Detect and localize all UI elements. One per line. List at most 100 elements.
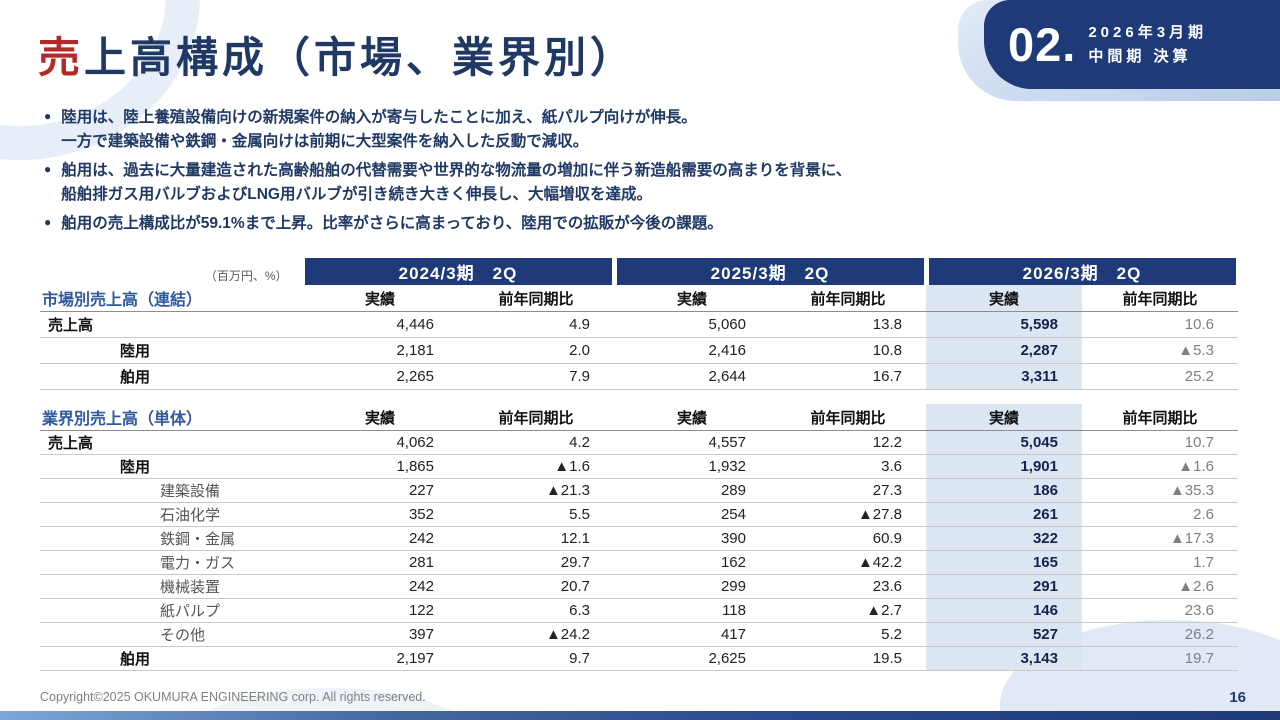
value-cell: 527: [926, 622, 1082, 647]
value-cell: ▲27.8: [770, 502, 926, 527]
row-label: 売上高: [40, 430, 302, 455]
value-cell: 4.9: [458, 311, 614, 338]
column-header: 実績: [614, 285, 770, 312]
column-header: 実績: [302, 404, 458, 431]
column-header: 前年同期比: [1082, 404, 1238, 431]
value-cell: 242: [302, 526, 458, 551]
unit-label: （百万円、%）: [204, 269, 288, 283]
value-cell: 186: [926, 478, 1082, 503]
value-cell: 3.6: [770, 454, 926, 479]
value-cell: 2,265: [302, 363, 458, 390]
title-rest: 上高構成（市場、業界別）: [84, 34, 637, 81]
table-row: 舶用 2,197 9.7 2,625 19.5 3,143 19.7: [40, 646, 1238, 671]
industry-sales-table: 業界別売上高（単体） 実績 前年同期比 実績 前年同期比 実績 前年同期比 売上高 4,062 4…: [40, 404, 1238, 671]
column-header-row: 市場別売上高（連結） 実績 前年同期比 実績 前年同期比 実績 前年同期比: [40, 285, 1238, 312]
value-cell: 2.6: [1082, 502, 1238, 527]
value-cell: 165: [926, 550, 1082, 575]
value-cell: 5,060: [614, 311, 770, 338]
column-header: 前年同期比: [458, 404, 614, 431]
period-header-2: 2025/3期 2Q: [611, 258, 929, 285]
value-cell: 352: [302, 502, 458, 527]
value-cell: 4.2: [458, 430, 614, 455]
bullet-item-1: ● 陸用は、陸上養殖設備向けの新規案件の納入が寄与したことに加え、紙パルプ向けが伸…: [44, 106, 851, 154]
value-cell: 1,865: [302, 454, 458, 479]
value-cell: 2,287: [926, 337, 1082, 364]
section-badge: 02. 2026年3月期 中間期 決算: [984, 0, 1280, 89]
column-header: 前年同期比: [770, 404, 926, 431]
value-cell: 1,901: [926, 454, 1082, 479]
market-sales-table: （百万円、%） 2024/3期 2Q 2025/3期 2Q 2026/3期 2Q 市場別…: [40, 258, 1241, 390]
row-label: 建築設備: [40, 478, 302, 503]
badge-line2: 中間期 決算: [1088, 47, 1192, 65]
badge-text: 2026年3月期 中間期 決算: [1088, 21, 1207, 69]
period-header-row: （百万円、%） 2024/3期 2Q 2025/3期 2Q 2026/3期 2Q: [40, 258, 1241, 285]
value-cell: 3,143: [926, 646, 1082, 671]
value-cell: 13.8: [770, 311, 926, 338]
value-cell: 23.6: [770, 574, 926, 599]
value-cell: ▲1.6: [1082, 454, 1238, 479]
table-row: 売上高 4,446 4.9 5,060 13.8 5,598 10.6: [40, 311, 1238, 338]
table-row: 建築設備 227 ▲21.3 289 27.3 186 ▲35.3: [40, 478, 1238, 503]
value-cell: 16.7: [770, 363, 926, 390]
bullet-text: 陸用は、陸上養殖設備向けの新規案件の納入が寄与したことに加え、紙パルプ向けが伸長…: [61, 109, 697, 151]
value-cell: 27.3: [770, 478, 926, 503]
value-cell: 29.7: [458, 550, 614, 575]
value-cell: 12.2: [770, 430, 926, 455]
value-cell: 5,598: [926, 311, 1082, 338]
value-cell: 9.7: [458, 646, 614, 671]
row-label: 電力・ガス: [40, 550, 302, 575]
value-cell: 2.0: [458, 337, 614, 364]
value-cell: 162: [614, 550, 770, 575]
value-cell: ▲35.3: [1082, 478, 1238, 503]
value-cell: 291: [926, 574, 1082, 599]
column-header: 前年同期比: [1082, 285, 1238, 312]
section-title-1: 市場別売上高（連結）: [40, 285, 302, 312]
bullet-text: 舶用は、過去に大量建造された高齢船舶の代替需要や世界的な物流量の増加に伴う新造船…: [61, 162, 852, 204]
value-cell: 322: [926, 526, 1082, 551]
column-header: 前年同期比: [770, 285, 926, 312]
value-cell: ▲42.2: [770, 550, 926, 575]
value-cell: 7.9: [458, 363, 614, 390]
table-row: 陸用 2,181 2.0 2,416 10.8 2,287 ▲5.3: [40, 337, 1238, 364]
bottom-gradient-bar: [0, 711, 1280, 720]
value-cell: ▲17.3: [1082, 526, 1238, 551]
column-header: 実績: [926, 285, 1082, 312]
value-cell: 2,416: [614, 337, 770, 364]
table-row: 電力・ガス 281 29.7 162 ▲42.2 165 1.7: [40, 550, 1238, 575]
value-cell: 25.2: [1082, 363, 1238, 390]
bullet-text: 舶用の売上構成比が59.1%まで上昇。比率がさらに高まっており、陸用での拡販が今…: [61, 215, 723, 233]
value-cell: 12.1: [458, 526, 614, 551]
table-row: 売上高 4,062 4.2 4,557 12.2 5,045 10.7: [40, 430, 1238, 455]
value-cell: 4,446: [302, 311, 458, 338]
value-cell: 2,181: [302, 337, 458, 364]
value-cell: 2,625: [614, 646, 770, 671]
value-cell: ▲2.6: [1082, 574, 1238, 599]
value-cell: 281: [302, 550, 458, 575]
page-number: 16: [1229, 689, 1246, 706]
row-label: 舶用: [40, 646, 302, 671]
table-row: 鉄鋼・金属 242 12.1 390 60.9 322 ▲17.3: [40, 526, 1238, 551]
row-label: 陸用: [40, 454, 302, 479]
value-cell: 19.7: [1082, 646, 1238, 671]
value-cell: 26.2: [1082, 622, 1238, 647]
value-cell: 4,062: [302, 430, 458, 455]
table-row: その他 397 ▲24.2 417 5.2 527 26.2: [40, 622, 1238, 647]
period-header-1: 2024/3期 2Q: [299, 258, 617, 285]
value-cell: 397: [302, 622, 458, 647]
sales-tables-area: （百万円、%） 2024/3期 2Q 2025/3期 2Q 2026/3期 2Q 市場別…: [40, 258, 1241, 671]
row-label: 石油化学: [40, 502, 302, 527]
value-cell: 3,311: [926, 363, 1082, 390]
table-row: 石油化学 352 5.5 254 ▲27.8 261 2.6: [40, 502, 1238, 527]
value-cell: 5.2: [770, 622, 926, 647]
row-label: 陸用: [40, 337, 302, 364]
title-first-char: 売: [38, 34, 85, 81]
row-label: 鉄鋼・金属: [40, 526, 302, 551]
bullet-item-3: ● 舶用の売上構成比が59.1%まで上昇。比率がさらに高まっており、陸用での拡販が…: [44, 212, 851, 236]
value-cell: 6.3: [458, 598, 614, 623]
bullet-dot-icon: ●: [44, 109, 52, 123]
value-cell: ▲2.7: [770, 598, 926, 623]
row-label: 機械装置: [40, 574, 302, 599]
column-header-row: 業界別売上高（単体） 実績 前年同期比 実績 前年同期比 実績 前年同期比: [40, 404, 1238, 431]
column-header: 実績: [926, 404, 1082, 431]
